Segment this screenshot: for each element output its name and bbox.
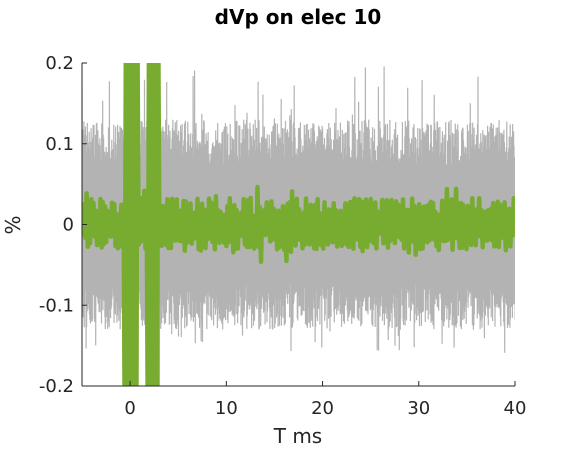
x-tick-label: 0 [124, 398, 135, 419]
y-axis-label: % [1, 215, 25, 234]
x-axis-label: T ms [273, 424, 322, 448]
y-tick-label: -0.2 [39, 376, 74, 397]
x-tick-label: 10 [215, 398, 238, 419]
y-tick-label: 0 [63, 215, 74, 236]
y-axis: -0.2 -0.1 0 0.1 0.2 [39, 53, 87, 397]
series-mean [82, 63, 515, 386]
y-tick-label: -0.1 [39, 295, 74, 316]
x-axis: 0 10 20 30 40 [124, 381, 526, 419]
x-tick-label: 30 [407, 398, 430, 419]
x-tick-label: 40 [504, 398, 527, 419]
y-tick-label: 0.2 [45, 53, 74, 74]
y-tick-label: 0.1 [45, 134, 74, 155]
x-tick-label: 20 [311, 398, 334, 419]
chart-title: dVp on elec 10 [215, 5, 382, 29]
